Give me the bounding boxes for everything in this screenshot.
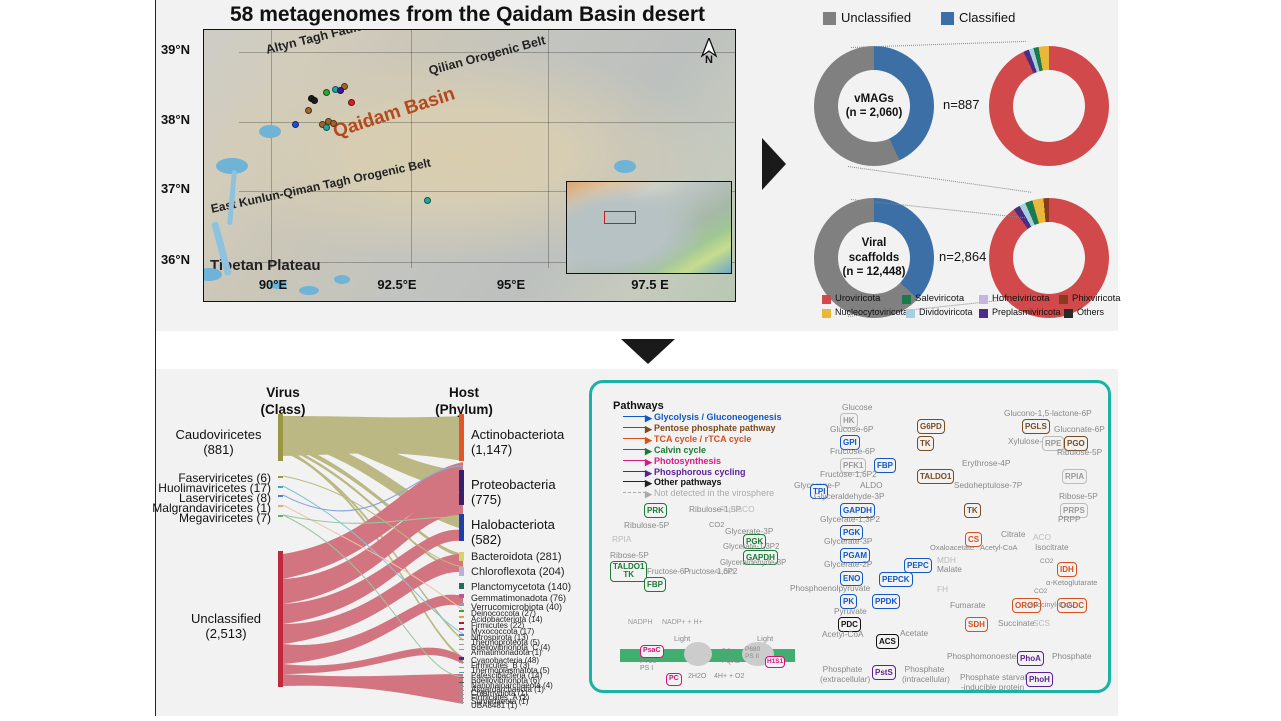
svg-text:N: N (705, 54, 713, 64)
